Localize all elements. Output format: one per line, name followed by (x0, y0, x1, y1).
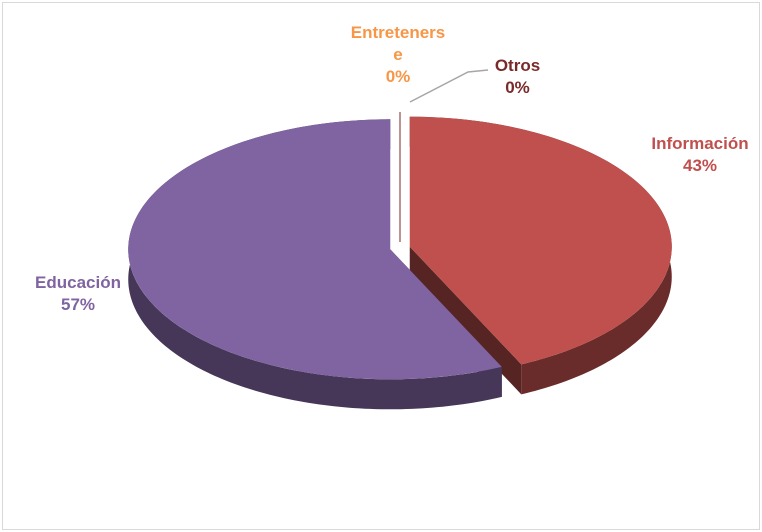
data-label: Entretenerse 0% (348, 22, 448, 88)
data-label: Otros 0% (470, 55, 565, 99)
label-value: 43% (682, 156, 718, 175)
data-label: Información 43% (625, 133, 762, 177)
slice-top (128, 119, 502, 380)
label-name: Educación (35, 273, 121, 292)
label-value: 0% (505, 78, 530, 97)
pie-slice (409, 116, 672, 395)
slice-top (409, 116, 672, 365)
data-label: Educación 57% (18, 272, 138, 316)
slice-wall (409, 246, 522, 395)
pie-slice (128, 119, 502, 410)
label-value: 57% (60, 295, 96, 314)
label-value: 0% (385, 67, 411, 86)
slice-side (128, 119, 502, 410)
leader-line (409, 69, 489, 103)
label-name: Entretenerse (350, 23, 446, 64)
label-name: Información (651, 134, 749, 153)
label-name: Otros (494, 56, 541, 75)
